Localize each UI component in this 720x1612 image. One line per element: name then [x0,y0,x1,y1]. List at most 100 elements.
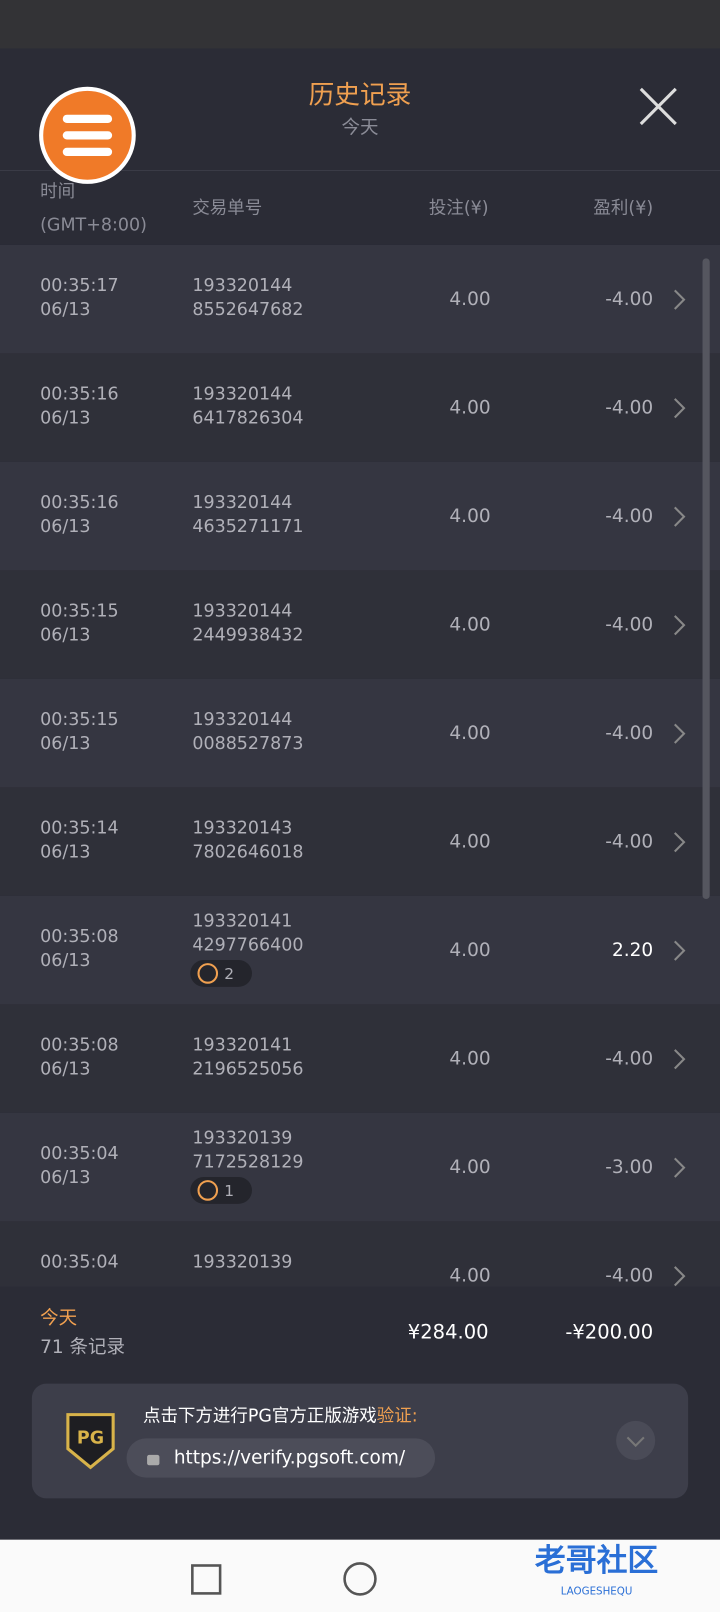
row-bg[interactable] [0,244,720,354]
row-chevron [674,832,686,853]
row-bet: 4.00 [449,615,490,636]
row-id2: 2196525056 [192,1059,303,1079]
row-bg[interactable] [0,1221,720,1330]
row-chevron [674,940,686,961]
footer-profit: -¥200.00 [565,1320,653,1343]
row-id1: 193320139 [192,1253,292,1273]
row-id1: 193320139 [192,1129,292,1149]
badge-count: 1 [224,1182,234,1200]
row-id1: 193320143 [192,819,292,839]
row-time: 00:35:16 [40,493,118,513]
banner-text: 点击下方进行PG官方正版游戏验证: [143,1407,418,1427]
row-bg[interactable] [0,1004,720,1113]
row-id2: 7172528129 [192,1152,303,1172]
footer-bet: ¥284.00 [408,1320,489,1343]
row-chevron [674,289,686,310]
row-profit: -4.00 [605,398,653,419]
row-profit: -3.00 [605,1157,653,1178]
nav-bar [0,1539,720,1612]
row-id1: 193320144 [192,493,292,513]
row-id1: 193320141 [192,912,292,932]
row-bet: 4.00 [449,1049,490,1070]
row-time: 00:35:15 [40,602,118,622]
collapse-button[interactable] [616,1420,656,1461]
footer-count: 71 条记录 [40,1337,125,1358]
col-bet: 投注(¥) [429,199,489,219]
row-date: 06/13 [40,300,90,320]
row-bet: 4.00 [449,506,490,527]
row-profit: -4.00 [605,1049,653,1070]
row-id2: 7802646018 [192,842,303,862]
row-id2: 4635271171 [192,517,303,537]
row-profit: -4.00 [605,289,653,310]
row-bet: 4.00 [449,832,490,853]
row-bet: 4.00 [449,1266,490,1287]
badge-count: 2 [224,965,234,983]
pg-logo: PG [77,1428,104,1448]
row-profit: -4.00 [605,723,653,744]
chevron-down [626,1436,645,1448]
row-id2: 0088527873 [192,734,303,754]
row-date: 06/13 [40,1059,90,1079]
row-chevron [674,1157,686,1178]
row-date: 06/13 [40,1168,90,1188]
home-button[interactable] [343,1562,377,1596]
scrollbar [702,258,710,899]
row-date: 06/13 [40,625,90,645]
row-bg[interactable] [0,678,720,788]
pg-shield [66,1413,115,1470]
row-bet: 4.00 [449,723,490,744]
badge-bg [190,1176,252,1204]
row-bg[interactable] [0,570,720,679]
row-time: 00:35:08 [40,1036,118,1056]
row-id1: 193320144 [192,276,292,296]
row-date: 06/13 [40,517,90,537]
badge-bg [190,959,252,987]
col-id: 交易单号 [192,199,262,219]
title: 历史记录 [309,81,412,111]
row-bet: 4.00 [449,1157,490,1178]
row-bg[interactable] [0,461,720,571]
row-bet: 4.00 [449,940,490,961]
row-chevron [674,1049,686,1070]
recent-button[interactable] [191,1564,222,1595]
subtitle: 今天 [341,118,378,139]
badge-icon [197,963,219,984]
row-time: 00:35:15 [40,710,118,730]
row-profit: -4.00 [605,1266,653,1287]
col-profit: 盈利(¥) [593,199,653,219]
url[interactable]: https://verify.pgsoft.com/ [174,1448,406,1469]
row-chevron [674,1266,686,1287]
row-bg[interactable] [0,353,720,462]
row-bg[interactable] [0,895,720,1005]
col-time: 时间 [40,182,75,202]
rows: 00:35:17 06/13 193320144 8552647682 4.00 -4.0… [0,244,720,1330]
col-timezone: (GMT+8:00) [40,215,147,235]
row-date: 06/13 [40,408,90,428]
banner-highlight: 验证: [377,1407,418,1427]
row-chevron [674,615,686,636]
menu-button[interactable] [39,86,136,184]
row-bet: 4.00 [449,289,490,310]
row-chevron [674,398,686,419]
row-chevron [674,506,686,527]
row-time: 00:35:14 [40,819,118,839]
row-bg[interactable] [0,1112,720,1222]
row-time: 00:35:17 [40,276,118,296]
row-time: 00:35:16 [40,385,118,405]
lock-icon [147,1454,160,1466]
url-pill[interactable] [126,1438,436,1478]
row-bg[interactable] [0,787,720,896]
row-profit: -4.00 [605,832,653,853]
row-profit: -4.00 [605,506,653,527]
close-button[interactable] [639,87,677,126]
row-date: 06/13 [40,951,90,971]
row-id1: 193320144 [192,602,292,622]
status-bar [0,0,720,49]
row-date: 06/13 [40,842,90,862]
row-id2: 2449938432 [192,625,303,645]
footer-label: 今天 [40,1308,77,1329]
row-time: 00:35:04 [40,1144,118,1164]
row-profit: 2.20 [612,940,653,961]
